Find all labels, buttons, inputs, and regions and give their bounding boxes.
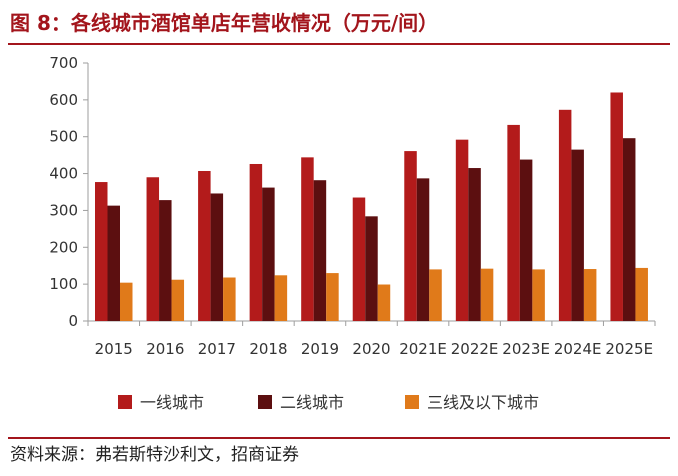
y-tick-label: 100 (49, 275, 78, 293)
bar-3 (635, 267, 648, 321)
bar-2 (622, 138, 636, 321)
bar-1 (610, 92, 623, 321)
bar-2 (262, 187, 275, 321)
x-tick-label: 2016 (146, 340, 184, 358)
x-tick-label: 2017 (198, 340, 236, 358)
y-tick-label: 300 (49, 201, 78, 219)
bar-2 (107, 205, 120, 321)
bar-3 (480, 268, 494, 321)
x-tick-label: 2024E (554, 340, 602, 358)
legend-swatch (118, 395, 132, 409)
bar-1 (146, 177, 160, 321)
legend-label: 二线城市 (280, 393, 344, 412)
y-tick-label: 400 (49, 165, 78, 183)
bar-chart: 0 100 200 300 400 500 600 700 2015 2016 2017 2018 20… (49, 54, 656, 412)
bar-1 (455, 139, 469, 321)
x-tick-label: 2025E (605, 340, 653, 358)
chart-title: 图 8：各线城市酒馆单店年营收情况（万元/间） (10, 11, 439, 35)
y-tick-label: 600 (49, 91, 78, 109)
y-tick-label: 500 (49, 128, 78, 146)
bar-2 (416, 178, 430, 321)
source-note: 资料来源：弗若斯特沙利文，招商证券 (10, 445, 299, 465)
bar-3 (429, 269, 442, 321)
bar-2 (519, 159, 533, 321)
bar-1 (198, 170, 211, 321)
title-divider (8, 43, 670, 45)
bar-3 (274, 275, 288, 321)
bar-2 (571, 149, 584, 321)
x-tick-label: 2020 (352, 340, 390, 358)
bar-2 (210, 193, 224, 321)
bar-1 (95, 182, 108, 321)
bar-3 (171, 279, 185, 321)
bar-3 (583, 269, 597, 321)
bar-1 (404, 151, 417, 321)
source-divider (8, 437, 670, 439)
x-tick-label: 2019 (301, 340, 339, 358)
legend-swatch (405, 395, 419, 409)
y-tick-label: 0 (68, 312, 78, 330)
y-tick-label: 700 (49, 54, 78, 72)
x-tick-label: 2015 (95, 340, 133, 358)
bar-3 (326, 273, 339, 321)
bar-1 (558, 109, 572, 322)
y-tick-label: 200 (49, 238, 78, 256)
bar-1 (352, 197, 366, 321)
bar-2 (313, 180, 327, 321)
bar-1 (301, 157, 314, 321)
bar-3 (120, 282, 133, 321)
x-tick-label: 2022E (451, 340, 499, 358)
x-tick-label: 2023E (502, 340, 550, 358)
bar-3 (223, 277, 236, 321)
bar-2 (468, 168, 481, 321)
bar-2 (365, 216, 378, 321)
x-tick-label: 2021E (399, 340, 447, 358)
bar-3 (532, 269, 545, 321)
bar-3 (377, 284, 391, 321)
bar-2 (159, 200, 172, 321)
legend-label: 一线城市 (140, 393, 204, 412)
bar-1 (507, 124, 520, 321)
legend-swatch (258, 395, 272, 409)
x-tick-label: 2018 (249, 340, 287, 358)
bar-1 (249, 163, 263, 321)
legend-label: 三线及以下城市 (427, 393, 539, 412)
